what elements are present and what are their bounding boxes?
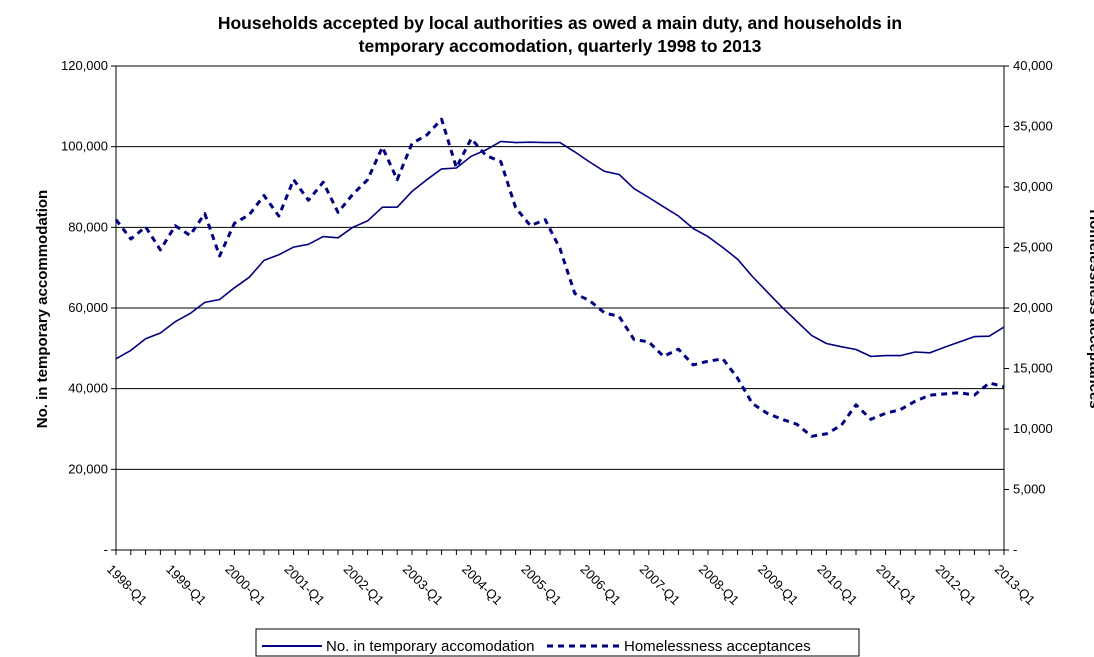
x-axis-ticks: 1998-Q1 1999-Q1 2000-Q1 2001-Q1 2002-Q1 2003-… xyxy=(104,550,1038,608)
right-tick-label-5: 25,000 xyxy=(1013,240,1053,255)
right-tick-label-4: 20,000 xyxy=(1013,300,1053,315)
series-line-1 xyxy=(114,117,1005,438)
left-tick-label-6: 120,000 xyxy=(61,58,108,73)
right-tick-label-8: 40,000 xyxy=(1013,58,1053,73)
x-tick-label-4: 2002-Q1 xyxy=(341,562,387,608)
left-tick-label-1: 20,000 xyxy=(68,461,108,476)
chart-title-line-1: Households accepted by local authorities… xyxy=(218,13,902,33)
right-tick-label-1: 5,000 xyxy=(1013,482,1046,497)
right-axis-ticks: - 5,000 10,000 15,000 20,000 25,000 30,000 35,0… xyxy=(1004,58,1053,557)
gridlines xyxy=(116,65,1004,470)
legend: No. in temporary accomodation Homelessne… xyxy=(255,628,860,657)
x-tick-label-10: 2008-Q1 xyxy=(696,562,742,608)
x-tick-label-14: 2012-Q1 xyxy=(933,562,979,608)
x-tick-label-7: 2005-Q1 xyxy=(518,562,564,608)
right-tick-label-7: 35,000 xyxy=(1013,119,1053,134)
x-tick-label-0: 1998-Q1 xyxy=(104,562,150,608)
x-tick-label-11: 2009-Q1 xyxy=(755,562,801,608)
left-tick-label-5: 100,000 xyxy=(61,139,108,154)
chart-title-line-2: temporary accomodation, quarterly 1998 t… xyxy=(359,36,762,56)
left-axis-title: No. in temporary accommodation xyxy=(34,190,51,428)
left-tick-label-4: 80,000 xyxy=(68,219,108,234)
left-axis-ticks: - 20,000 40,000 60,000 80,000 100,000 120,000 xyxy=(61,58,116,557)
right-tick-label-0: - xyxy=(1013,542,1017,557)
right-tick-label-6: 30,000 xyxy=(1013,179,1053,194)
x-tick-label-12: 2010-Q1 xyxy=(814,562,860,608)
series xyxy=(114,117,1005,438)
x-tick-label-8: 2006-Q1 xyxy=(577,562,623,608)
legend-box xyxy=(255,628,860,657)
left-tick-label-3: 60,000 xyxy=(68,300,108,315)
right-axis-title: Homelessness acceptances xyxy=(1086,209,1094,408)
series-line-0 xyxy=(115,140,1005,360)
left-tick-label-2: 40,000 xyxy=(68,381,108,396)
x-tick-label-3: 2001-Q1 xyxy=(281,562,327,608)
x-tick-label-15: 2013-Q1 xyxy=(992,562,1038,608)
x-tick-label-9: 2007-Q1 xyxy=(637,562,683,608)
x-tick-label-1: 1999-Q1 xyxy=(163,562,209,608)
legend-label-homelessness-acceptances: Homelessness acceptances xyxy=(624,638,811,655)
legend-label-temp-accommodation: No. in temporary accomodation xyxy=(326,638,534,655)
left-tick-label-0: - xyxy=(104,542,108,557)
right-tick-label-3: 15,000 xyxy=(1013,361,1053,376)
x-tick-label-6: 2004-Q1 xyxy=(459,562,505,608)
x-tick-label-13: 2011-Q1 xyxy=(873,562,919,608)
x-tick-label-5: 2003-Q1 xyxy=(400,562,446,608)
x-tick-label-2: 2000-Q1 xyxy=(222,562,268,608)
right-tick-label-2: 10,000 xyxy=(1013,421,1053,436)
